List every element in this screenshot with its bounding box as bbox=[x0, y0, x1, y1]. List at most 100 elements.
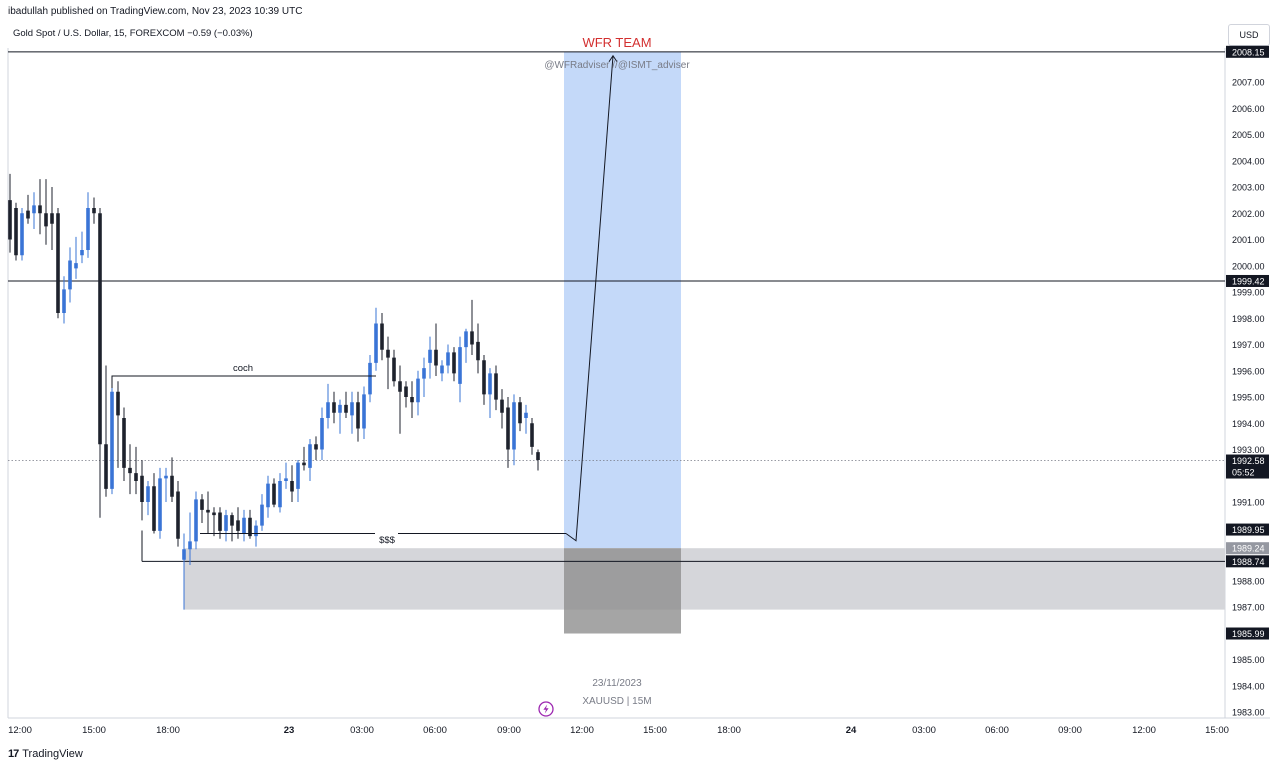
candle[interactable] bbox=[176, 481, 180, 547]
candle[interactable] bbox=[74, 236, 78, 279]
candle[interactable] bbox=[392, 349, 396, 387]
price-label[interactable]: 1985.99 bbox=[1226, 627, 1269, 640]
price-label[interactable]: 1999.42 bbox=[1226, 274, 1269, 287]
candle[interactable] bbox=[92, 197, 96, 224]
candle[interactable] bbox=[140, 460, 144, 521]
candle[interactable] bbox=[8, 173, 12, 253]
candle[interactable] bbox=[332, 391, 336, 424]
candle[interactable] bbox=[350, 391, 354, 434]
candle[interactable] bbox=[404, 381, 408, 408]
candle[interactable] bbox=[158, 467, 162, 539]
candle[interactable] bbox=[482, 355, 486, 405]
candle[interactable] bbox=[86, 192, 90, 258]
candle[interactable] bbox=[416, 370, 420, 416]
candle[interactable] bbox=[26, 194, 30, 224]
candle[interactable] bbox=[470, 299, 474, 355]
price-label[interactable]: 1988.74 bbox=[1226, 555, 1269, 568]
candle[interactable] bbox=[152, 473, 156, 534]
candle[interactable] bbox=[68, 247, 72, 303]
candle[interactable] bbox=[128, 444, 132, 495]
candle[interactable] bbox=[464, 328, 468, 363]
candle[interactable] bbox=[194, 491, 198, 550]
candle[interactable] bbox=[422, 357, 426, 397]
price-label[interactable]: 1989.95 bbox=[1226, 523, 1269, 536]
candle[interactable] bbox=[38, 179, 42, 235]
candle[interactable] bbox=[134, 446, 138, 495]
candle[interactable] bbox=[476, 323, 480, 374]
candle[interactable] bbox=[56, 208, 60, 319]
candle[interactable] bbox=[494, 365, 498, 411]
candle[interactable] bbox=[500, 389, 504, 429]
candle[interactable] bbox=[452, 347, 456, 382]
candle[interactable] bbox=[248, 509, 252, 539]
candle[interactable] bbox=[290, 465, 294, 502]
candle[interactable] bbox=[20, 208, 24, 261]
candle[interactable] bbox=[80, 231, 84, 264]
candle[interactable] bbox=[122, 407, 126, 482]
candle[interactable] bbox=[398, 365, 402, 434]
candle[interactable] bbox=[260, 494, 264, 531]
candle[interactable] bbox=[278, 473, 282, 513]
currency-button[interactable]: USD bbox=[1228, 24, 1270, 46]
projection-path[interactable] bbox=[565, 55, 614, 542]
candle[interactable] bbox=[224, 509, 228, 542]
candle[interactable] bbox=[530, 418, 534, 455]
candle[interactable] bbox=[374, 307, 378, 371]
candle[interactable] bbox=[14, 202, 18, 261]
candle[interactable] bbox=[218, 507, 222, 539]
candle[interactable] bbox=[236, 507, 240, 539]
candle[interactable] bbox=[428, 336, 432, 379]
candle[interactable] bbox=[386, 336, 390, 390]
candle[interactable] bbox=[524, 404, 528, 434]
candle[interactable] bbox=[368, 355, 372, 403]
candle[interactable] bbox=[98, 208, 102, 518]
candle[interactable] bbox=[50, 187, 54, 250]
choch-line[interactable] bbox=[111, 375, 376, 388]
candle[interactable] bbox=[32, 192, 36, 229]
candle[interactable] bbox=[410, 381, 414, 418]
candle[interactable] bbox=[284, 462, 288, 489]
candle[interactable] bbox=[188, 512, 192, 566]
candle[interactable] bbox=[344, 391, 348, 418]
candle[interactable] bbox=[242, 509, 246, 542]
candle[interactable] bbox=[182, 533, 186, 610]
candle[interactable] bbox=[146, 481, 150, 516]
candle[interactable] bbox=[296, 460, 300, 502]
candle[interactable] bbox=[230, 512, 234, 542]
candle[interactable] bbox=[536, 449, 540, 471]
candle[interactable] bbox=[326, 383, 330, 429]
candle[interactable] bbox=[44, 179, 48, 245]
candle[interactable] bbox=[104, 365, 108, 497]
candle[interactable] bbox=[266, 475, 270, 518]
candle[interactable] bbox=[206, 491, 210, 534]
tradingview-logo[interactable]: 17 TradingView bbox=[8, 748, 83, 760]
candle[interactable] bbox=[110, 386, 114, 495]
candle[interactable] bbox=[170, 457, 174, 502]
candle[interactable] bbox=[164, 467, 168, 502]
price-label[interactable]: 1992.58 05:52 bbox=[1226, 454, 1269, 479]
candle[interactable] bbox=[518, 397, 522, 432]
price-label[interactable]: 2008.15 bbox=[1226, 45, 1269, 58]
candle[interactable] bbox=[446, 344, 450, 374]
bolt-icon[interactable] bbox=[538, 701, 554, 717]
candle[interactable] bbox=[338, 399, 342, 434]
candle[interactable] bbox=[458, 336, 462, 403]
candle[interactable] bbox=[488, 368, 492, 418]
candle[interactable] bbox=[356, 391, 360, 442]
candle[interactable] bbox=[314, 436, 318, 460]
candle[interactable] bbox=[200, 494, 204, 523]
candle[interactable] bbox=[362, 386, 366, 440]
price-label[interactable]: 1989.24 bbox=[1226, 542, 1269, 555]
candle[interactable] bbox=[320, 407, 324, 461]
candle[interactable] bbox=[212, 507, 216, 537]
candle[interactable] bbox=[272, 478, 276, 508]
candle[interactable] bbox=[512, 394, 516, 466]
candle[interactable] bbox=[302, 446, 306, 471]
candle[interactable] bbox=[116, 381, 120, 468]
candle[interactable] bbox=[308, 439, 312, 481]
candle[interactable] bbox=[434, 323, 438, 377]
candle[interactable] bbox=[380, 313, 384, 361]
candle[interactable] bbox=[62, 276, 66, 324]
candle[interactable] bbox=[440, 360, 444, 382]
